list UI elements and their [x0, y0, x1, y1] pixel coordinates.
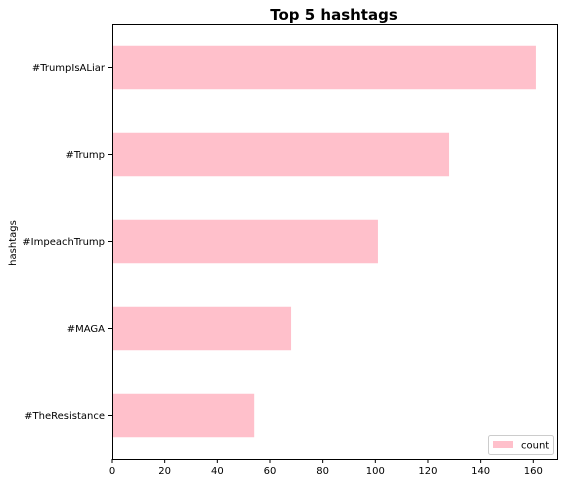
- y-tick-label: #ImpeachTrump: [22, 237, 105, 248]
- bar-trump: [112, 132, 450, 177]
- y-ticks: #TrumpIsALiar #Trump #ImpeachTrump #MAGA #Th…: [22, 63, 112, 422]
- x-tick-label: 80: [316, 466, 329, 477]
- x-tick-label: 20: [158, 466, 171, 477]
- x-tick-label: 100: [366, 466, 385, 477]
- y-tick-label: #TheResistance: [24, 411, 105, 422]
- bars-group: [112, 45, 536, 438]
- x-tick-label: 140: [471, 466, 490, 477]
- x-tick-label: 160: [524, 466, 543, 477]
- x-tick-label: 40: [211, 466, 224, 477]
- x-tick-label: 120: [418, 466, 437, 477]
- plot-frame: [112, 24, 558, 460]
- y-tick-label: #Trump: [65, 150, 105, 161]
- legend: count: [488, 435, 554, 455]
- y-tick-label: #TrumpIsALiar: [32, 63, 106, 74]
- x-tick-label: 60: [264, 466, 277, 477]
- chart-title: Top 5 hashtags: [270, 6, 398, 24]
- legend-swatch: [493, 441, 513, 448]
- bar-maga: [112, 306, 292, 351]
- bar-trumpisaliar: [112, 45, 536, 90]
- y-tick-label: #MAGA: [67, 324, 105, 335]
- legend-label: count: [521, 441, 549, 452]
- x-tick-label: 0: [109, 466, 115, 477]
- legend-box: [488, 435, 554, 455]
- bar-theresistance: [112, 393, 255, 438]
- bar-impeachtrump: [112, 219, 378, 264]
- x-ticks: 0 20 40 60 80 100 120 140 160: [109, 459, 543, 477]
- y-axis-label: hashtags: [8, 220, 19, 266]
